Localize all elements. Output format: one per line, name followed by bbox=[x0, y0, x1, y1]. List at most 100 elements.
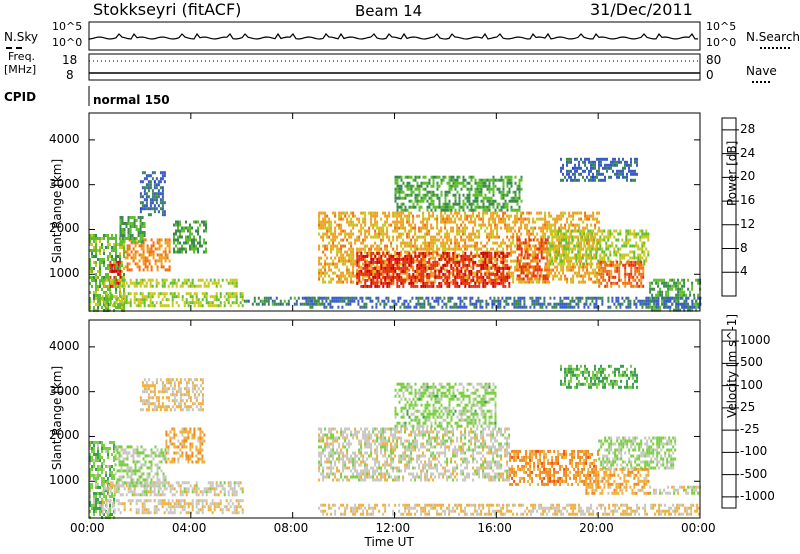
data-cell bbox=[119, 260, 122, 264]
data-cell bbox=[318, 217, 321, 221]
data-cell bbox=[464, 202, 467, 206]
data-cell bbox=[508, 190, 511, 194]
data-cell bbox=[346, 238, 349, 242]
data-region bbox=[394, 175, 523, 212]
data-cell bbox=[468, 235, 471, 239]
data-cell bbox=[572, 265, 575, 269]
data-cell bbox=[628, 272, 631, 276]
data-cell bbox=[338, 241, 341, 245]
data-cell bbox=[392, 238, 395, 242]
data-cell bbox=[191, 247, 193, 251]
data-cell bbox=[488, 178, 491, 182]
data-cell bbox=[418, 190, 421, 194]
data-cell bbox=[400, 244, 403, 248]
data-cell bbox=[456, 262, 459, 266]
data-cell bbox=[426, 268, 429, 272]
data-cell bbox=[107, 298, 110, 302]
data-cell bbox=[119, 295, 122, 299]
data-cell bbox=[95, 282, 97, 285]
data-cell bbox=[551, 229, 554, 233]
data-cell bbox=[179, 223, 181, 227]
data-cell bbox=[175, 250, 177, 254]
data-cell bbox=[203, 238, 205, 242]
data-cell bbox=[388, 254, 391, 258]
data-cell bbox=[388, 235, 391, 239]
data-cell bbox=[392, 220, 395, 224]
data-cell bbox=[415, 296, 418, 300]
data-cell bbox=[452, 272, 455, 276]
data-cell bbox=[484, 284, 487, 288]
data-cell bbox=[571, 235, 574, 239]
data-cell bbox=[514, 223, 517, 227]
data-cell bbox=[123, 267, 125, 270]
data-cell bbox=[578, 241, 581, 245]
data-cell bbox=[518, 184, 521, 188]
data-cell bbox=[424, 238, 427, 242]
data-cell bbox=[636, 163, 638, 167]
data-cell bbox=[402, 226, 405, 230]
data-cell bbox=[442, 208, 445, 212]
data-cell bbox=[476, 280, 479, 284]
data-cell bbox=[346, 220, 349, 224]
data-cell bbox=[643, 232, 646, 236]
data-cell bbox=[640, 266, 643, 270]
data-cell bbox=[536, 217, 539, 221]
data-cell bbox=[516, 268, 519, 272]
data-cell bbox=[408, 229, 411, 233]
data-cell bbox=[472, 260, 475, 264]
data-cell bbox=[598, 260, 601, 264]
data-cell bbox=[568, 160, 570, 164]
data-cell bbox=[484, 229, 487, 233]
data-cell bbox=[508, 238, 511, 242]
data-cell bbox=[109, 275, 112, 279]
data-cell bbox=[454, 241, 457, 245]
data-cell bbox=[338, 223, 341, 227]
data-cell bbox=[538, 250, 541, 254]
data-cell bbox=[516, 262, 519, 266]
data-cell bbox=[560, 226, 563, 230]
data-cell bbox=[568, 259, 571, 263]
data-cell bbox=[193, 238, 195, 242]
data-cell bbox=[472, 266, 475, 270]
data-cell bbox=[203, 292, 206, 296]
data-cell bbox=[364, 272, 367, 276]
data-cell bbox=[582, 277, 585, 281]
data-cell bbox=[420, 205, 423, 209]
data-cell bbox=[175, 238, 177, 242]
data-cell bbox=[367, 296, 370, 300]
data-cell bbox=[695, 278, 698, 282]
data-cell bbox=[342, 238, 345, 242]
data-cell bbox=[426, 281, 429, 285]
data-cell bbox=[536, 211, 539, 215]
data-cell bbox=[119, 258, 121, 261]
data-cell bbox=[324, 268, 327, 272]
data-cell bbox=[667, 287, 670, 291]
data-cell bbox=[422, 257, 425, 261]
data-cell bbox=[516, 211, 519, 215]
data-cell bbox=[164, 259, 167, 263]
data-cell bbox=[428, 229, 431, 233]
data-cell bbox=[538, 211, 541, 215]
data-cell bbox=[213, 295, 216, 299]
data-cell bbox=[628, 169, 630, 173]
data-cell bbox=[665, 290, 668, 294]
data-cell bbox=[394, 211, 397, 215]
data-cell bbox=[179, 235, 181, 239]
data-cell bbox=[426, 275, 429, 279]
data-cell bbox=[334, 262, 337, 266]
data-cell bbox=[476, 193, 479, 197]
data-cell bbox=[448, 247, 451, 251]
data-cell bbox=[141, 298, 144, 302]
data-cell bbox=[532, 232, 535, 236]
data-cell bbox=[538, 247, 541, 251]
data-cell bbox=[546, 241, 549, 245]
data-cell bbox=[520, 187, 523, 191]
data-cell bbox=[598, 265, 601, 269]
data-cell bbox=[146, 259, 149, 263]
data-cell bbox=[374, 214, 377, 218]
data-cell bbox=[594, 166, 596, 170]
data-cell bbox=[438, 269, 441, 273]
data-cell bbox=[396, 238, 399, 242]
data-cell bbox=[368, 229, 371, 233]
data-cell bbox=[536, 238, 539, 242]
